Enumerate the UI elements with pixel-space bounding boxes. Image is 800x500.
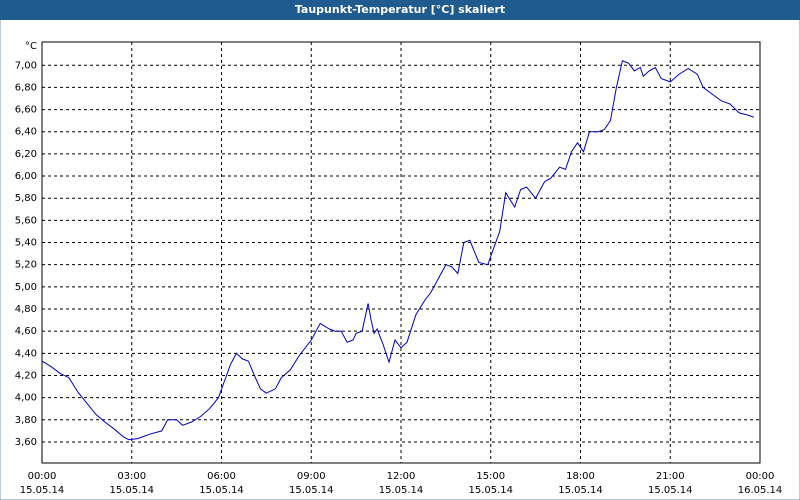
y-tick-label: 4,00 — [15, 393, 37, 404]
y-tick-label: 4,80 — [15, 304, 37, 315]
x-tick-label: 00:00 — [28, 471, 57, 482]
x-tick-date: 15.05.14 — [648, 485, 693, 496]
y-tick-label: 5,00 — [15, 282, 37, 293]
y-tick-label: 6,00 — [15, 171, 37, 182]
y-tick-label: 5,60 — [15, 215, 37, 226]
title-bar — [0, 0, 800, 20]
x-tick-date: 16.05.14 — [738, 485, 783, 496]
y-tick-label: 5,20 — [15, 260, 37, 271]
y-tick-label: 6,20 — [15, 149, 37, 160]
x-tick-label: 09:00 — [297, 471, 326, 482]
x-tick-label: 03:00 — [117, 471, 146, 482]
x-tick-date: 15.05.14 — [468, 485, 513, 496]
y-tick-label: 6,80 — [15, 82, 37, 93]
x-tick-label: 21:00 — [656, 471, 685, 482]
x-tick-date: 15.05.14 — [199, 485, 244, 496]
chart-title: Taupunkt-Temperatur [°C] skaliert — [295, 3, 505, 16]
x-tick-label: 12:00 — [387, 471, 416, 482]
y-tick-label: 5,40 — [15, 238, 37, 249]
x-tick-date: 15.05.14 — [109, 485, 154, 496]
x-tick-label: 00:00 — [746, 471, 775, 482]
x-tick-label: 06:00 — [207, 471, 236, 482]
y-tick-label: 3,80 — [15, 415, 37, 426]
y-tick-label: 4,60 — [15, 326, 37, 337]
y-tick-label: 6,40 — [15, 127, 37, 138]
x-tick-label: 15:00 — [476, 471, 505, 482]
x-tick-date: 15.05.14 — [379, 485, 424, 496]
plot-frame — [41, 41, 761, 464]
y-tick-label: 7,00 — [15, 60, 37, 71]
y-tick-label: 4,20 — [15, 370, 37, 381]
x-tick-label: 18:00 — [566, 471, 595, 482]
y-tick-label: 6,60 — [15, 105, 37, 116]
y-tick-label: 3,60 — [15, 437, 37, 448]
x-tick-date: 15.05.14 — [20, 485, 65, 496]
x-tick-date: 15.05.14 — [289, 485, 334, 496]
y-tick-label: 5,80 — [15, 193, 37, 204]
x-tick-date: 15.05.14 — [558, 485, 603, 496]
y-tick-label: 4,40 — [15, 348, 37, 359]
y-unit: °C — [25, 41, 37, 52]
data-line — [41, 60, 755, 441]
